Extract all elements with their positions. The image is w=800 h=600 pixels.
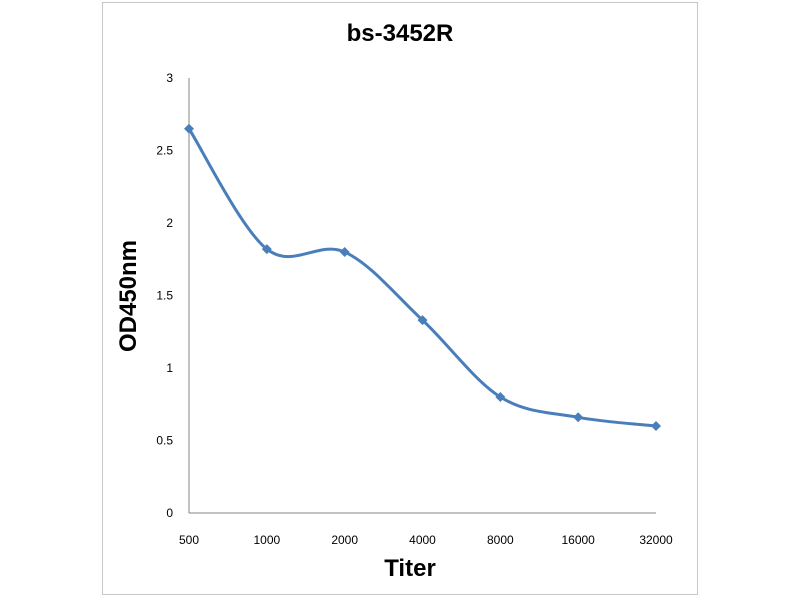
x-tick-label: 16000	[561, 533, 595, 547]
y-tick-label: 3	[166, 71, 173, 85]
x-tick-label: 2000	[331, 533, 358, 547]
x-tick-labels: 500 1000 2000 4000 8000 16000 32000	[179, 533, 673, 547]
x-axis-label: Titer	[384, 555, 436, 582]
y-tick-label: 1.5	[156, 289, 173, 303]
y-tick-labels: 0 0.5 1 1.5 2 2.5 3	[156, 71, 173, 520]
data-point-marker	[184, 123, 194, 134]
data-point-marker	[495, 392, 506, 402]
data-point-marker	[651, 421, 661, 431]
x-tick-label: 4000	[409, 533, 436, 547]
x-tick-label: 500	[179, 533, 199, 547]
series-line	[187, 127, 657, 428]
data-point-marker	[417, 315, 428, 326]
x-tick-label: 32000	[639, 533, 673, 547]
data-point-marker	[573, 412, 584, 423]
x-tick-label: 8000	[487, 533, 514, 547]
y-axis-label: OD450nm	[115, 240, 142, 352]
data-point-marker	[261, 244, 272, 255]
x-tick-label: 1000	[253, 533, 280, 547]
y-tick-label: 0	[166, 506, 173, 520]
chart-title: bs-3452R	[347, 20, 454, 47]
y-tick-label: 0.5	[156, 434, 173, 448]
series-layer	[184, 123, 661, 431]
data-point-marker	[339, 247, 350, 257]
y-tick-label: 1	[166, 361, 173, 375]
y-tick-label: 2.5	[156, 144, 173, 158]
y-tick-label: 2	[166, 216, 173, 230]
